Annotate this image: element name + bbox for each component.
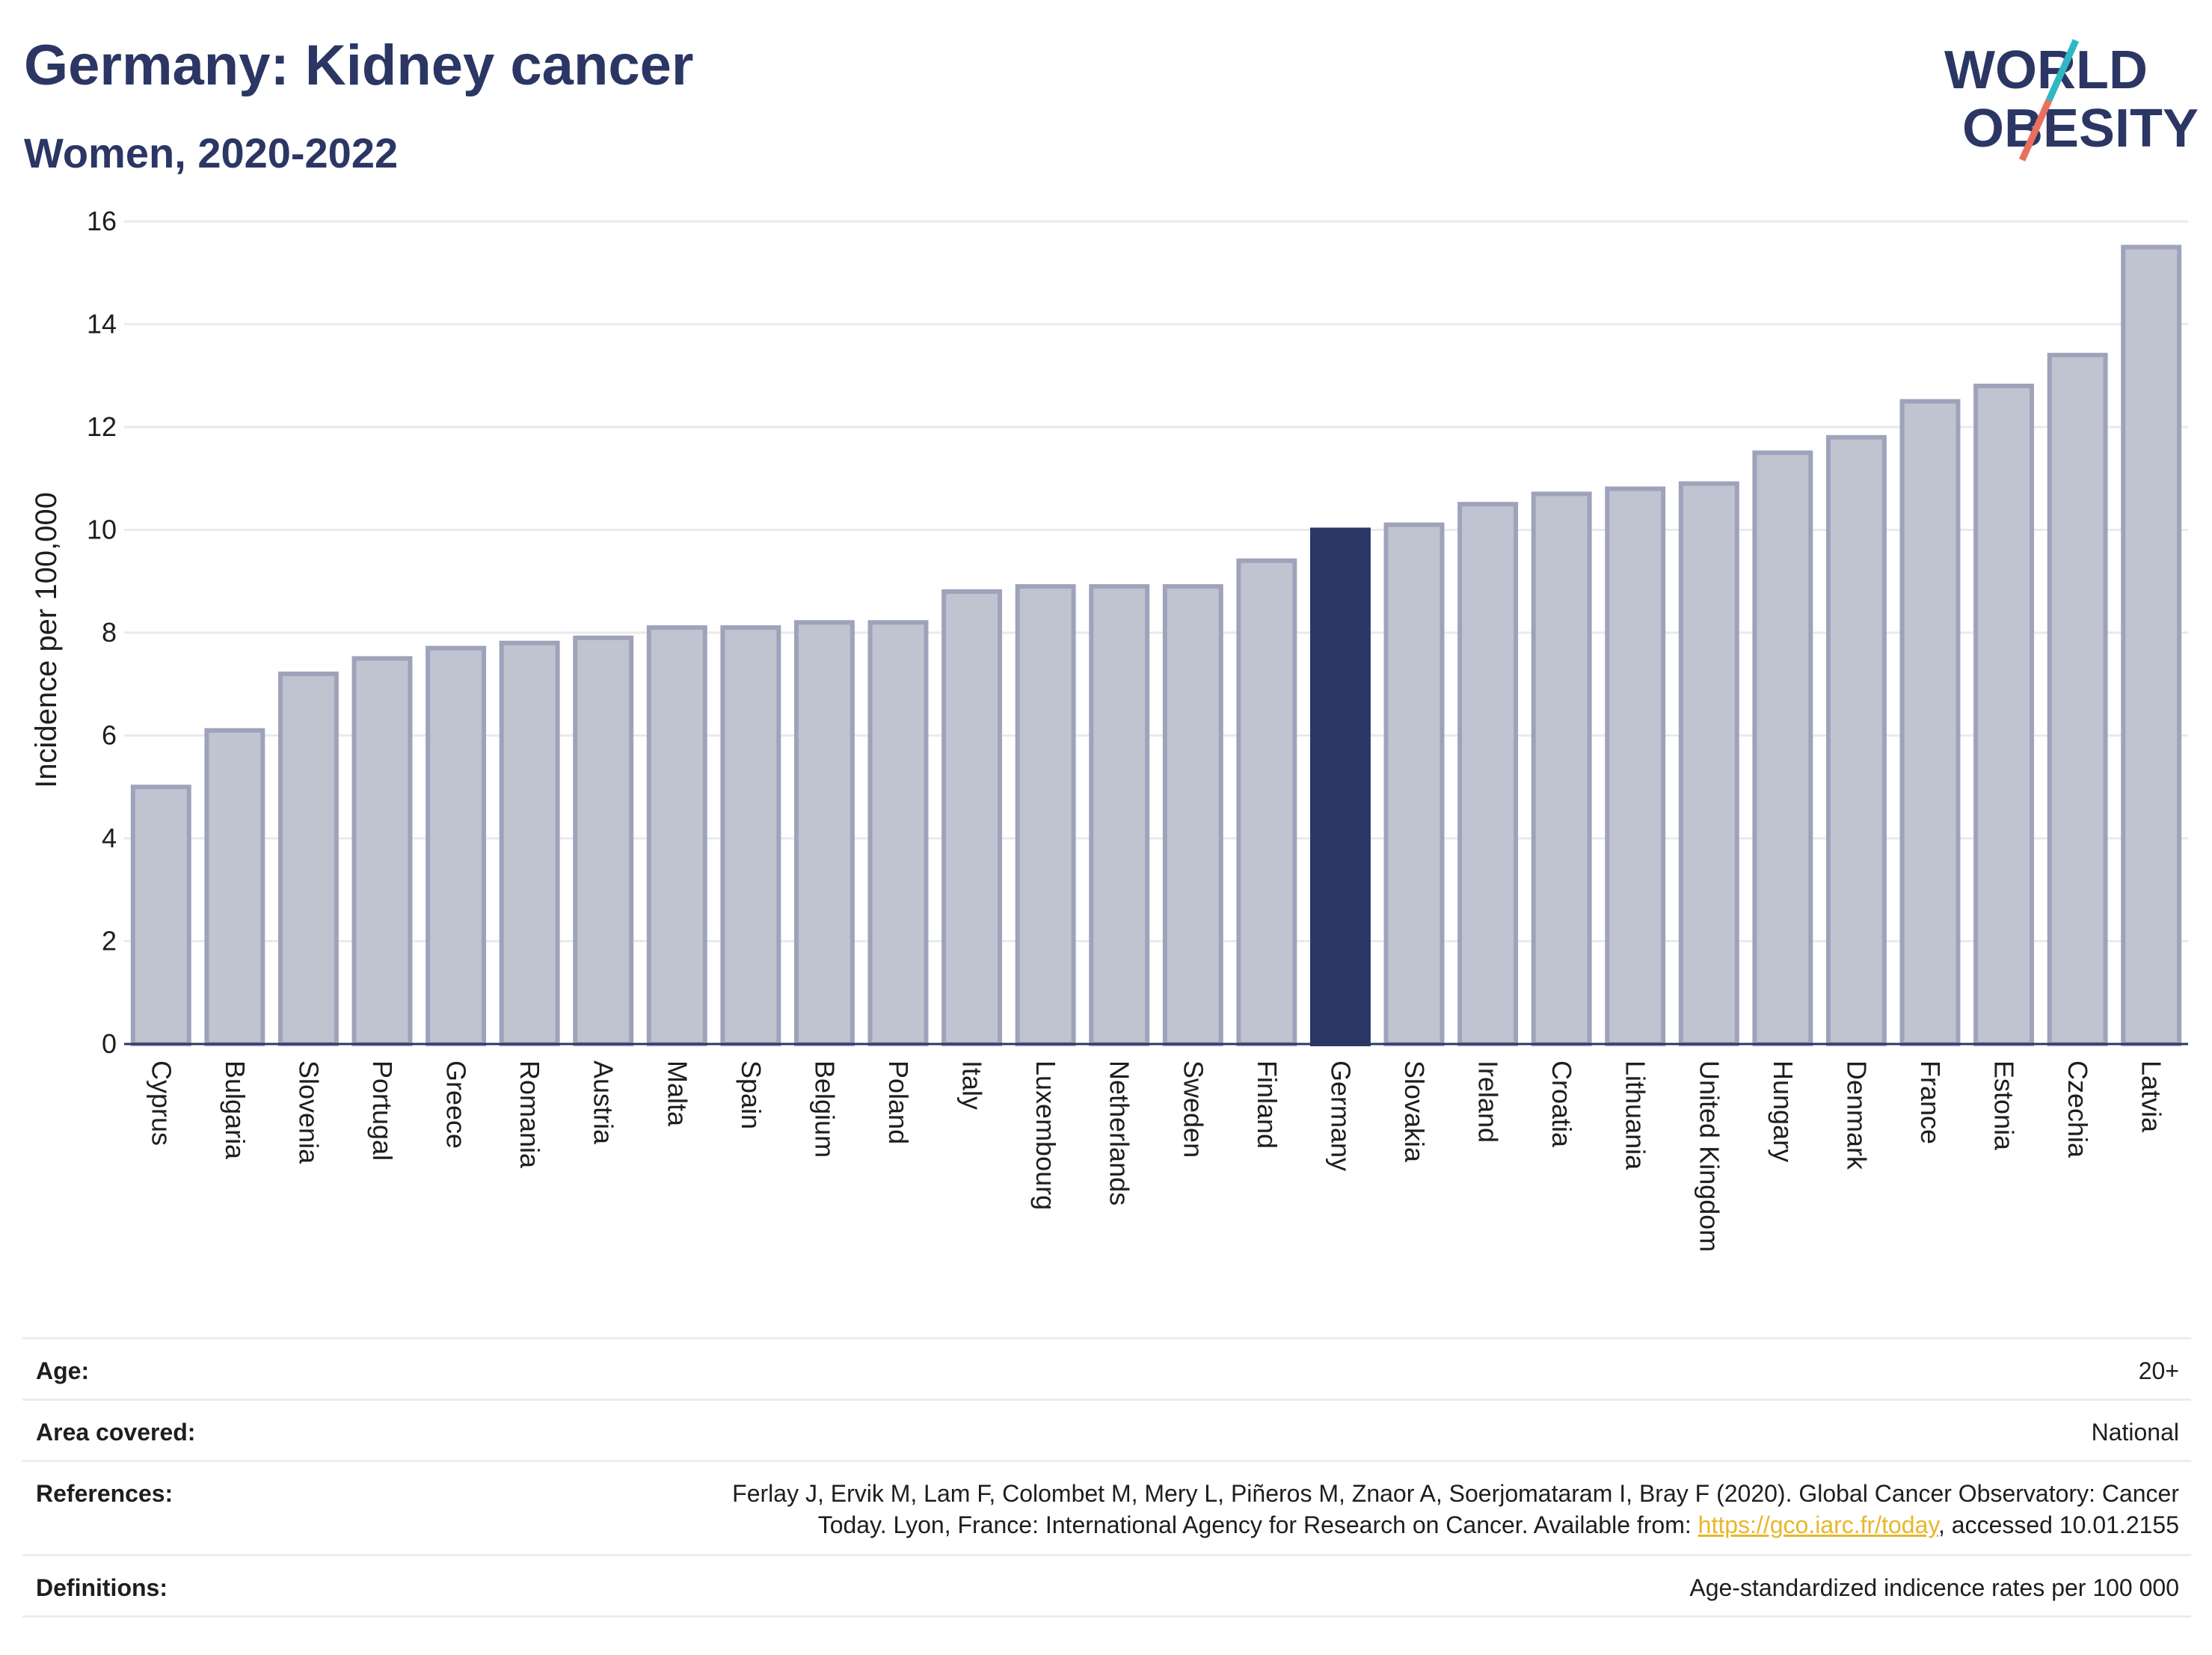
x-tick-label: Bulgaria — [220, 1060, 251, 1160]
meta-label-references: References: — [36, 1480, 173, 1507]
x-tick-label: United Kingdom — [1694, 1060, 1724, 1252]
world-obesity-logo: WORLD OBESITY — [1944, 39, 2199, 162]
x-tick-label: Austria — [589, 1060, 619, 1145]
x-tick-label: Slovakia — [1399, 1060, 1430, 1163]
references-text: Today. Lyon, France: International Agenc… — [817, 1511, 1698, 1538]
logo-line2: OBESITY — [1962, 99, 2199, 159]
bar-hungary — [1752, 450, 1813, 1046]
y-tick-label: 16 — [87, 206, 117, 236]
logo-slash-bottom — [2018, 99, 2053, 162]
bar-netherlands — [1089, 584, 1150, 1046]
x-tick-label: Greece — [441, 1060, 472, 1149]
bar-germany — [1309, 527, 1371, 1046]
y-tick-label: 0 — [102, 1028, 117, 1059]
x-tick-label: Luxembourg — [1030, 1060, 1061, 1210]
x-tick-label: Estonia — [1989, 1060, 2020, 1151]
bar-estonia — [1973, 384, 2035, 1046]
x-tick-label: Croatia — [1546, 1060, 1577, 1148]
x-tick-label: Lithuania — [1620, 1060, 1651, 1170]
meta-label-age: Age: — [36, 1357, 90, 1384]
metadata-table: Age: 20+ Area covered: National Referenc… — [22, 1337, 2191, 1618]
page-title: Germany: Kidney cancer — [24, 34, 694, 97]
label-layer: 0 2 4 6 8 10 12 14 16 Cyprus Bulgaria Slovenia Portu… — [30, 206, 2167, 1252]
x-tick-label: France — [1915, 1060, 1946, 1144]
bar-bulgaria — [204, 728, 265, 1046]
meta-row-age: Age: 20+ — [22, 1339, 2191, 1401]
bar-italy — [941, 589, 1003, 1046]
bar-layer — [130, 245, 2182, 1046]
bar-denmark — [1825, 435, 1887, 1046]
references-link[interactable]: https://gco.iarc.fr/today — [1698, 1511, 1938, 1538]
bar-poland — [867, 620, 929, 1046]
x-tick-label: Ireland — [1473, 1060, 1504, 1143]
bar-united-kingdom — [1678, 481, 1739, 1046]
bar-austria — [573, 635, 634, 1046]
meta-value-definitions: Age-standardized indicence rates per 100… — [1689, 1574, 2179, 1601]
page-subtitle: Women, 2020-2022 — [24, 129, 399, 176]
y-tick-label: 10 — [87, 515, 117, 545]
bar-slovakia — [1383, 522, 1445, 1046]
meta-label-definitions: Definitions: — [36, 1574, 168, 1601]
bar-belgium — [793, 620, 855, 1046]
x-tick-label: Denmark — [1841, 1060, 1872, 1170]
bar-chart: 0 2 4 6 8 10 12 14 16 Cyprus Bulgaria Slovenia Portu… — [30, 206, 2188, 1252]
bar-slovenia — [277, 672, 339, 1046]
bar-spain — [720, 625, 781, 1046]
x-tick-label: Belgium — [809, 1060, 840, 1158]
bar-cyprus — [130, 784, 191, 1046]
y-tick-label: 12 — [87, 411, 117, 442]
bar-luxembourg — [1015, 584, 1076, 1046]
bar-ireland — [1457, 502, 1519, 1046]
x-tick-label: Finland — [1252, 1060, 1282, 1149]
logo-line1: WORLD — [1944, 40, 2148, 100]
x-tick-label: Slovenia — [293, 1060, 324, 1164]
bar-latvia — [2121, 245, 2182, 1046]
bar-finland — [1236, 558, 1297, 1046]
bar-portugal — [351, 656, 413, 1046]
y-tick-label: 14 — [87, 309, 117, 340]
bar-romania — [499, 640, 560, 1046]
x-tick-label: Portugal — [367, 1060, 398, 1161]
meta-value-area: National — [2091, 1419, 2179, 1446]
meta-row-references: References: Ferlay J, Ervik M, Lam F, Co… — [22, 1462, 2191, 1556]
x-tick-label: Spain — [736, 1060, 766, 1129]
bar-greece — [425, 645, 487, 1046]
x-tick-label: Malta — [662, 1060, 692, 1127]
meta-row-definitions: Definitions: Age-standardized indicence … — [22, 1556, 2191, 1618]
y-tick-label: 8 — [102, 617, 117, 648]
x-tick-label: Netherlands — [1105, 1060, 1135, 1206]
x-tick-label: Czechia — [2062, 1060, 2093, 1158]
bar-czechia — [2047, 352, 2108, 1046]
x-tick-label: Poland — [883, 1060, 914, 1144]
bar-malta — [646, 625, 707, 1046]
meta-value-references-line1: Ferlay J, Ervik M, Lam F, Colombet M, Me… — [732, 1480, 2179, 1507]
x-tick-label: Sweden — [1178, 1060, 1208, 1158]
y-tick-label: 2 — [102, 926, 117, 957]
x-tick-label: Hungary — [1768, 1060, 1798, 1162]
y-tick-label: 4 — [102, 823, 117, 853]
meta-value-age: 20+ — [2138, 1357, 2179, 1384]
bar-croatia — [1531, 491, 1592, 1046]
x-tick-label: Romania — [514, 1060, 545, 1169]
x-tick-label: Cyprus — [146, 1060, 176, 1146]
x-tick-label: Germany — [1325, 1060, 1356, 1171]
bar-lithuania — [1605, 486, 1666, 1046]
meta-label-area: Area covered: — [36, 1419, 196, 1446]
x-tick-label: Latvia — [2136, 1060, 2167, 1133]
y-axis-title: Incidence per 100,000 — [30, 492, 63, 788]
meta-value-references-line2: Today. Lyon, France: International Agenc… — [818, 1511, 2179, 1539]
logo-slash-top — [2045, 39, 2080, 102]
bar-sweden — [1162, 584, 1223, 1046]
bar-france — [1899, 399, 1961, 1046]
y-tick-label: 6 — [102, 720, 117, 751]
references-accessed: , accessed 10.01.2155 — [1938, 1511, 2179, 1538]
meta-row-area: Area covered: National — [22, 1401, 2191, 1462]
x-tick-label: Italy — [957, 1060, 988, 1110]
